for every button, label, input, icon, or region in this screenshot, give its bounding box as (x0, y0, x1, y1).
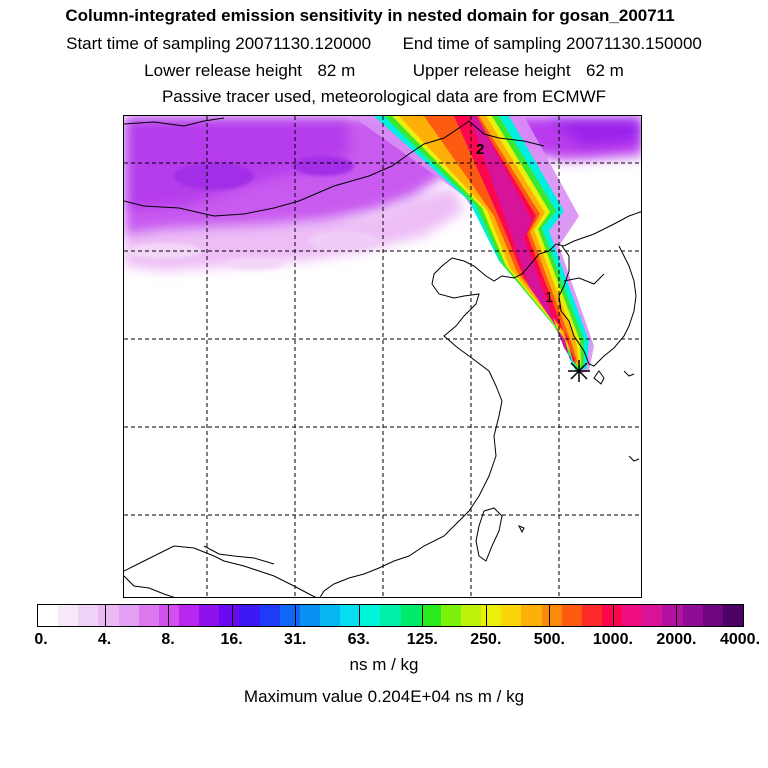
colorbar-divider (295, 604, 297, 627)
colorbar-cell (279, 605, 300, 626)
colorbar-cell (481, 605, 502, 626)
colorbar-cell (178, 605, 200, 626)
colorbar-divider (676, 604, 678, 627)
lower-height-label: Lower release height (144, 61, 302, 80)
coastlines (124, 117, 641, 597)
colorbar-tick-label: 31. (284, 631, 307, 648)
colorbar-divider (231, 604, 233, 627)
release-heights: Lower release height 82 m Upper release … (0, 61, 768, 81)
colorbar-cell (722, 605, 743, 626)
start-time-value: 20071130.120000 (235, 34, 372, 53)
map-svg: 2 1 (124, 116, 641, 597)
upper-height-label: Upper release height (412, 61, 571, 80)
colorbar-cell (662, 605, 683, 626)
colorbar-cell (642, 605, 663, 626)
colorbar-divider (422, 604, 424, 627)
colorbar-tick-label: 4000. (719, 631, 761, 648)
colorbar-cell (460, 605, 482, 626)
lat-lon-grid (124, 116, 641, 597)
map-panel: 2 1 (123, 115, 642, 598)
colorbar-cell (138, 605, 159, 626)
colorbar-tick-label: 4. (97, 631, 112, 648)
colorbar-tick-label: 16. (220, 631, 243, 648)
colorbar-tick-label: 8. (161, 631, 175, 648)
colorbar-cell (682, 605, 703, 626)
colorbar-cell (601, 605, 623, 626)
colorbar-divider (485, 604, 487, 627)
trajectory-label-1: 1 (545, 289, 553, 306)
colorbar-units: ns m / kg (349, 655, 419, 674)
colorbar-cell (561, 605, 582, 626)
colorbar-cell (360, 605, 381, 626)
colorbar-divider (104, 604, 106, 627)
upper-height-value: 62 m (586, 61, 624, 80)
colorbar-cell (581, 605, 602, 626)
colorbar-tick-label: 125. (406, 631, 438, 648)
colorbar-cell (78, 605, 99, 626)
release-site-marker (568, 360, 590, 382)
start-time-label: Start time of sampling (66, 34, 231, 53)
colorbar-cell (440, 605, 461, 626)
end-time-value: 20071130.150000 (566, 34, 702, 53)
colorbar-cell (38, 605, 59, 626)
trajectory-label-2: 2 (476, 141, 484, 158)
colorbar-tick-label: 500. (533, 631, 565, 648)
colorbar-cell (380, 605, 401, 626)
colorbar-cell (420, 605, 441, 626)
colorbar-cell (501, 605, 522, 626)
sampling-times: Start time of sampling 20071130.120000 E… (0, 34, 768, 54)
colorbar-cell (118, 605, 139, 626)
colorbar-cell (199, 605, 220, 626)
colorbar-cell (299, 605, 320, 626)
colorbar-cell (58, 605, 79, 626)
colorbar-divider (168, 604, 170, 627)
colorbar-divider (549, 604, 551, 627)
low-sensitivity-patches (126, 156, 379, 270)
colorbar-tick-label: 250. (470, 631, 502, 648)
colorbar-cell (541, 605, 562, 626)
colorbar-cell (239, 605, 260, 626)
colorbar-tick-label: 1000. (592, 631, 633, 648)
lower-height-value: 82 m (317, 61, 356, 80)
colorbar-cell (319, 605, 341, 626)
colorbar-tick-label: 63. (347, 631, 370, 648)
colorbar-cell (400, 605, 421, 626)
colorbar-tick-label: 2000. (656, 631, 697, 648)
tracer-note: Passive tracer used, meteorological data… (161, 87, 607, 106)
colorbar-cell (702, 605, 723, 626)
end-time-label: End time of sampling (402, 34, 562, 53)
maximum-value: Maximum value 0.204E+04 ns m / kg (243, 687, 525, 706)
colorbar-cell (622, 605, 643, 626)
colorbar-cell (259, 605, 280, 626)
colorbar-tick-label: 0. (34, 631, 48, 648)
plot-title: Column-integrated emission sensitivity i… (65, 6, 675, 25)
colorbar-divider (612, 604, 614, 627)
colorbar-cell (98, 605, 119, 626)
colorbar (37, 604, 744, 627)
colorbar-cell (219, 605, 240, 626)
colorbar-divider (358, 604, 360, 627)
sensitivity-plume (352, 116, 594, 374)
colorbar-cell (340, 605, 361, 626)
colorbar-cell (521, 605, 542, 626)
